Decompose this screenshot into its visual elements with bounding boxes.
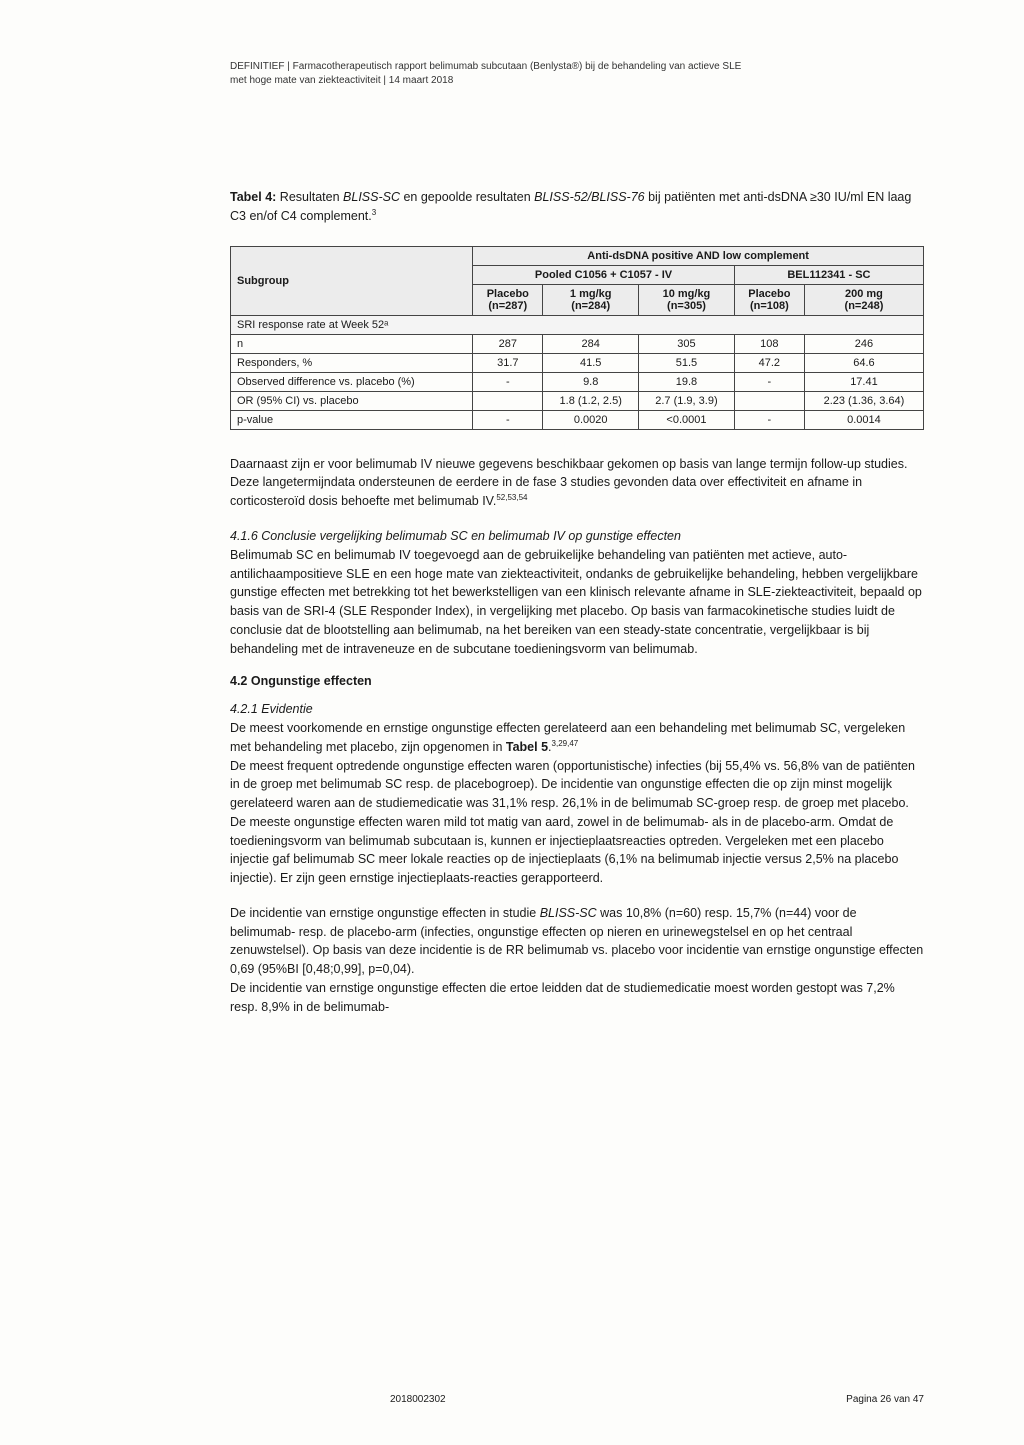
table-row: OR (95% CI) vs. placebo 1.8 (1.2, 2.5) 2… [231,391,924,410]
results-table: Subgroup Anti-dsDNA positive AND low com… [230,246,924,430]
th-placebo1: Placebo(n=287) [473,284,543,315]
page-number: Pagina 26 van 47 [846,1394,924,1405]
paragraph-1: Daarnaast zijn er voor belimumab IV nieu… [230,455,924,511]
header-line-2: met hoge mate van ziekteactiviteit | 14 … [230,75,453,86]
page-footer: 2018002302 Pagina 26 van 47 [230,1394,924,1405]
document-page: DEFINITIEF | Farmacotherapeutisch rappor… [0,0,1024,1445]
caption-text-1: Resultaten [276,190,343,204]
caption-italic-1: BLISS-SC [343,190,400,204]
th-pooled: Pooled C1056 + C1057 - IV [473,265,735,284]
section-4-2-title: 4.2 Ongunstige effecten [230,674,924,688]
table-row: Responders, % 31.7 41.5 51.5 47.2 64.6 [231,353,924,372]
th-subgroup: Subgroup [231,246,473,315]
header-line-1: DEFINITIEF | Farmacotherapeutisch rappor… [230,61,741,72]
table-caption: Tabel 4: Resultaten BLISS-SC en gepoolde… [230,188,924,226]
subsection-4-2-1-title: 4.2.1 Evidentie [230,702,313,716]
th-mg10: 10 mg/kg(n=305) [639,284,735,315]
caption-italic-2: BLISS-52/BLISS-76 [534,190,644,204]
subsection-title: 4.1.6 Conclusie vergelijking belimumab S… [230,529,681,543]
paragraph-2: 4.1.6 Conclusie vergelijking belimumab S… [230,527,924,658]
section-label: SRI response rate at Week 52ᵃ [231,315,924,334]
paragraph-4: De incidentie van ernstige ongunstige ef… [230,904,924,1017]
th-top-span: Anti-dsDNA positive AND low complement [473,246,924,265]
th-bel: BEL112341 - SC [734,265,923,284]
table-row: n 287 284 305 108 246 [231,334,924,353]
paragraph-3: 4.2.1 Evidentie De meest voorkomende en … [230,700,924,888]
table-row: Observed difference vs. placebo (%) - 9.… [231,372,924,391]
caption-sup: 3 [372,208,376,217]
document-number: 2018002302 [390,1394,446,1405]
th-mg200: 200 mg(n=248) [804,284,923,315]
page-header: DEFINITIEF | Farmacotherapeutisch rappor… [230,60,924,88]
section-row: SRI response rate at Week 52ᵃ [231,315,924,334]
table-row: p-value - 0.0020 <0.0001 - 0.0014 [231,410,924,429]
paragraph-2-body: Belimumab SC en belimumab IV toegevoegd … [230,548,922,656]
th-placebo2: Placebo(n=108) [734,284,804,315]
caption-text-2: en gepoolde resultaten [400,190,534,204]
caption-label: Tabel 4: [230,190,276,204]
th-mg1: 1 mg/kg(n=284) [543,284,639,315]
